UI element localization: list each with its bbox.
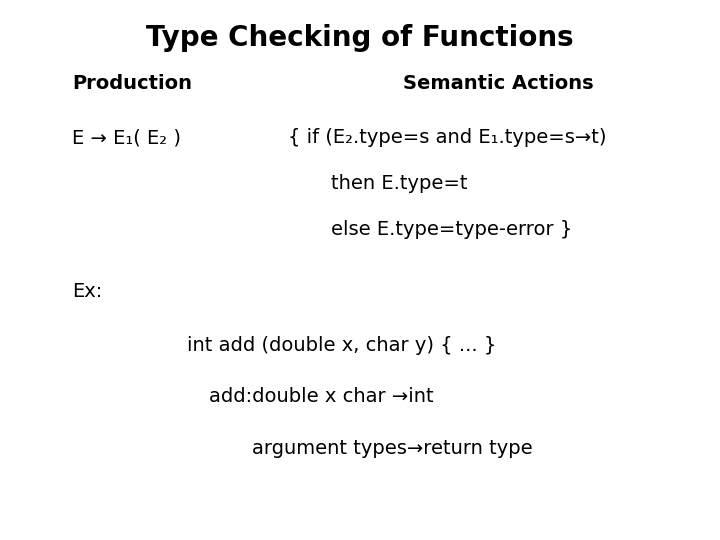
Text: then E.type=t: then E.type=t: [331, 174, 468, 193]
Text: argument types→return type: argument types→return type: [252, 438, 533, 458]
Text: else E.type=type-error }: else E.type=type-error }: [331, 220, 572, 239]
Text: add:double x char →int: add:double x char →int: [209, 387, 433, 407]
Text: int add (double x, char y) { ... }: int add (double x, char y) { ... }: [187, 336, 497, 355]
Text: { if (E₂.type=s and E₁.type=s→t): { if (E₂.type=s and E₁.type=s→t): [288, 128, 606, 147]
Text: Production: Production: [72, 74, 192, 93]
Text: Type Checking of Functions: Type Checking of Functions: [146, 24, 574, 52]
Text: Semantic Actions: Semantic Actions: [403, 74, 594, 93]
Text: E → E₁( E₂ ): E → E₁( E₂ ): [72, 128, 181, 147]
Text: Ex:: Ex:: [72, 282, 102, 301]
